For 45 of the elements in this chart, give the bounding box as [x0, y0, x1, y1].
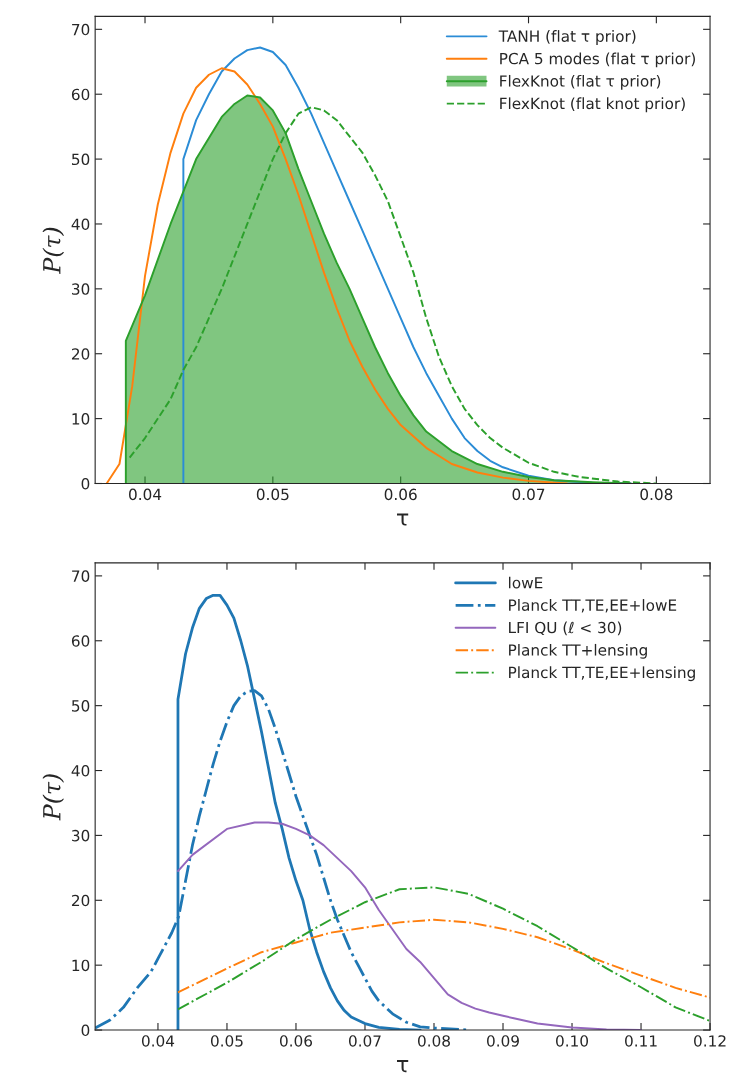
- y-axis-title: P(τ): [42, 774, 65, 821]
- legend-label: FlexKnot (flat knot prior): [500, 97, 685, 113]
- x-tick-label: 0.06: [279, 1035, 313, 1047]
- x-tick-label: 0.07: [512, 488, 545, 501]
- y-tick-label: 0: [81, 477, 90, 490]
- legend-label: PCA 5 modes (flat τ prior): [500, 52, 695, 68]
- x-tick-label: 0.08: [418, 1035, 450, 1047]
- y-tick-label: 70: [72, 570, 90, 582]
- x-axis-title: τ: [397, 1059, 409, 1073]
- legend-label: FlexKnot (flat τ prior): [500, 74, 661, 90]
- line-series: [177, 886, 711, 1022]
- x-tick-label: 0.08: [640, 488, 673, 501]
- legend-label: Planck TT,TE,EE+lowE: [509, 599, 677, 613]
- x-tick-label: 0.05: [210, 1035, 243, 1047]
- legend-label: lowE: [509, 576, 543, 589]
- legend-label: Planck TT,TE,EE+lensing: [509, 666, 695, 682]
- y-tick-label: 20: [71, 894, 90, 907]
- y-tick-label: 40: [71, 218, 90, 230]
- y-tick-label: 0: [81, 1024, 90, 1037]
- x-tick-label: 0.06: [384, 488, 417, 501]
- x-tick-label: 0.04: [129, 488, 162, 501]
- line-series: [105, 67, 568, 484]
- y-tick-label: 30: [72, 829, 90, 842]
- y-tick-label: 50: [72, 153, 90, 166]
- x-axis-title: τ: [397, 513, 409, 526]
- y-tick-label: 40: [71, 764, 90, 777]
- y-tick-label: 50: [72, 700, 90, 712]
- x-tick-label: 0.07: [348, 1035, 381, 1047]
- x-tick-label: 0.11: [625, 1035, 657, 1047]
- x-tick-label: 0.12: [694, 1035, 726, 1047]
- y-tick-label: 10: [72, 413, 90, 425]
- y-tick-label: 30: [72, 283, 90, 295]
- x-tick-label: 0.10: [556, 1035, 589, 1047]
- legend-label: Planck TT+lensing: [509, 643, 647, 659]
- y-tick-label: 70: [72, 23, 90, 36]
- y-axis-title: P(τ): [42, 227, 65, 274]
- y-tick-label: 60: [71, 88, 90, 101]
- legend-label: LFI QU (ℓ < 30): [509, 621, 622, 636]
- x-tick-label: 0.09: [487, 1035, 519, 1047]
- x-tick-label: 0.04: [141, 1035, 175, 1047]
- x-tick-label: 0.05: [256, 488, 289, 501]
- y-tick-label: 60: [71, 635, 90, 647]
- y-tick-label: 10: [72, 959, 90, 972]
- y-tick-label: 20: [71, 348, 90, 360]
- legend-label: TANH (flat τ prior): [498, 30, 636, 45]
